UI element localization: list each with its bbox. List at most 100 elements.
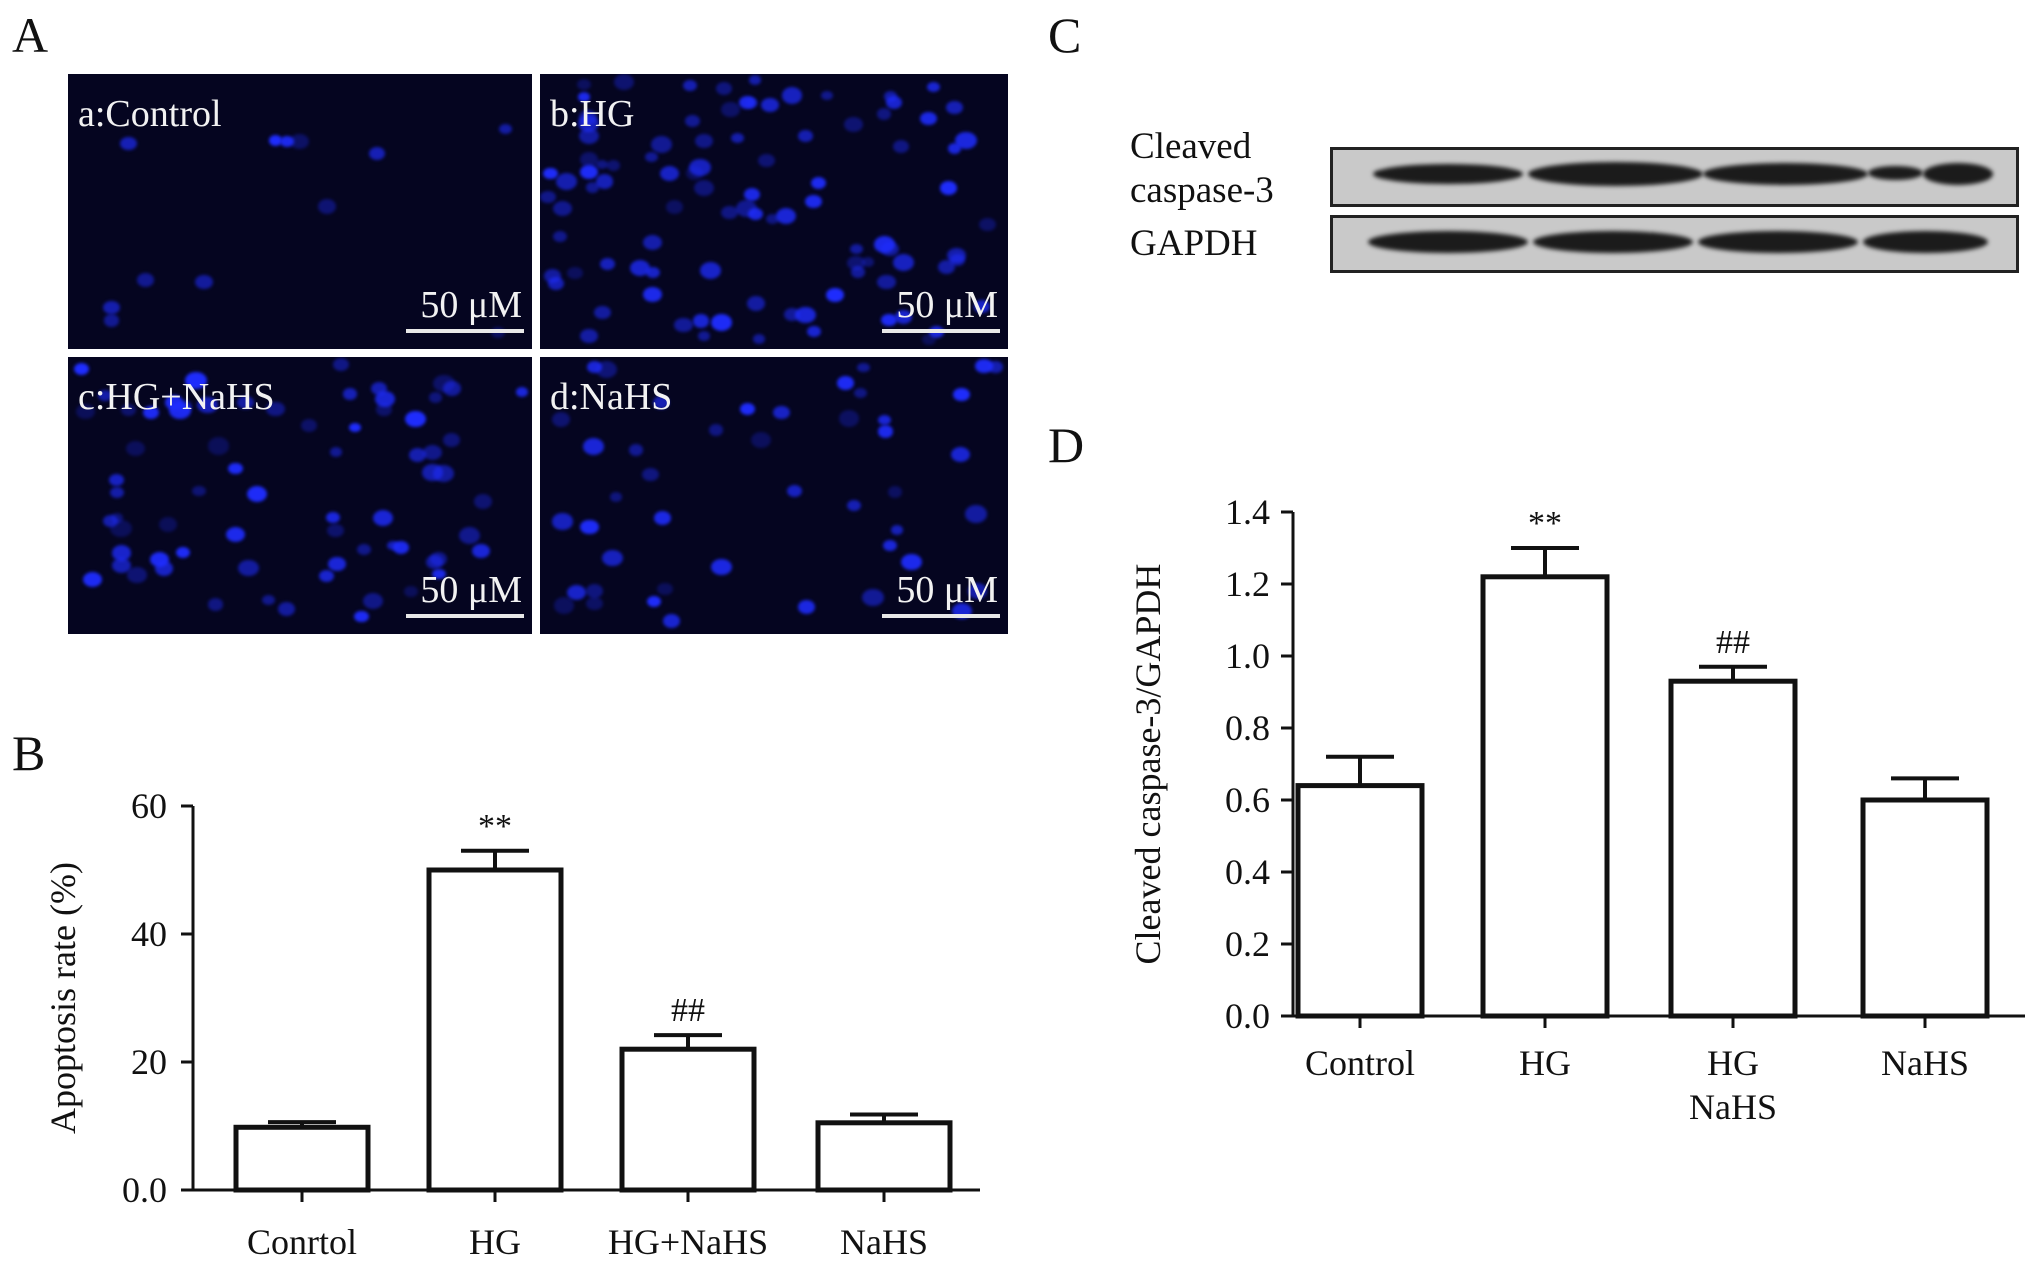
significance-mark: ## xyxy=(1716,624,1750,661)
nucleus xyxy=(408,448,427,463)
nucleus xyxy=(119,136,137,151)
nucleus xyxy=(599,258,615,271)
y-tick-label: 0.2 xyxy=(1225,924,1270,964)
significance-mark: ** xyxy=(478,808,512,845)
nucleus xyxy=(602,549,624,567)
nucleus xyxy=(109,474,125,487)
y-tick-label: 0.6 xyxy=(1225,780,1270,820)
nucleus xyxy=(426,555,444,570)
nucleus xyxy=(329,447,343,457)
micrograph-hg: b:HG 50 μM xyxy=(540,74,1008,349)
nucleus xyxy=(579,152,598,167)
nucleus xyxy=(609,491,623,502)
nucleus xyxy=(110,512,124,523)
nucleus xyxy=(125,440,145,457)
nucleus xyxy=(422,464,443,481)
nucleus xyxy=(472,543,491,559)
nucleus xyxy=(585,583,603,598)
y-tick-label: 0.0 xyxy=(1225,996,1270,1036)
nucleus xyxy=(429,551,448,566)
y-tick-label: 1.0 xyxy=(1225,636,1270,676)
nucleus xyxy=(368,146,386,160)
nucleus xyxy=(757,153,775,168)
nucleus xyxy=(826,287,844,302)
y-tick-label: 1.2 xyxy=(1225,564,1270,604)
nucleus xyxy=(877,274,896,290)
nucleus xyxy=(595,360,618,379)
nucleus xyxy=(682,79,697,91)
y-tick-label: 20 xyxy=(131,1042,167,1082)
nucleus xyxy=(708,424,724,436)
panel-letter-c: C xyxy=(1048,7,1082,63)
scale-bar xyxy=(882,329,1000,333)
nucleus xyxy=(946,101,963,115)
nucleus xyxy=(342,388,358,400)
nucleus xyxy=(857,362,870,373)
nucleus xyxy=(76,404,95,420)
nucleus xyxy=(939,181,957,195)
panel-letter-d: D xyxy=(1048,417,1085,473)
y-tick-label: 0.0 xyxy=(122,1170,167,1210)
nucleus xyxy=(663,614,681,628)
bar xyxy=(1295,783,1425,1019)
nucleus xyxy=(747,296,766,311)
nucleus xyxy=(837,376,854,390)
nucleus xyxy=(540,190,556,204)
nucleus xyxy=(543,167,558,180)
y-tick-label: 40 xyxy=(131,914,167,954)
nucleus xyxy=(947,247,966,263)
bar xyxy=(1860,797,1990,1019)
category-label: Conrtol xyxy=(247,1222,357,1262)
nucleus xyxy=(716,82,733,96)
nucleus xyxy=(710,558,732,576)
nucleus xyxy=(820,90,833,101)
nucleus xyxy=(884,91,898,102)
y-tick-label: 60 xyxy=(131,786,167,826)
nucleus xyxy=(851,266,866,278)
nucleus xyxy=(782,87,803,104)
nucleus xyxy=(891,525,904,535)
category-label: HG xyxy=(469,1222,521,1262)
blot-strip-gapdh xyxy=(1330,215,2019,273)
nucleus xyxy=(543,269,561,283)
nucleus xyxy=(349,422,362,433)
nucleus xyxy=(740,403,756,416)
nucleus xyxy=(652,395,669,409)
nucleus xyxy=(103,314,120,327)
nucleus xyxy=(968,583,988,599)
category-label: HG+NaHS xyxy=(608,1222,768,1262)
nucleus xyxy=(882,540,897,552)
panel-letter-a: A xyxy=(12,7,49,63)
nucleus xyxy=(332,357,349,371)
nucleus xyxy=(372,509,393,526)
nucleus xyxy=(710,314,732,332)
nucleus xyxy=(442,432,461,447)
nucleus xyxy=(876,108,892,121)
nucleus xyxy=(175,546,191,559)
y-tick-label: 1.4 xyxy=(1225,492,1270,532)
nucleus xyxy=(805,195,822,209)
blot-label-cleaved-caspase-3: Cleaved caspase-3 xyxy=(1130,126,1274,212)
nucleus xyxy=(82,571,103,588)
nucleus xyxy=(750,432,771,448)
nucleus xyxy=(127,567,147,583)
significance-mark: ## xyxy=(671,992,705,1029)
nucleus xyxy=(237,559,259,577)
micrograph-label: a:Control xyxy=(78,93,222,135)
nucleus xyxy=(979,217,996,231)
nucleus xyxy=(458,527,481,545)
nucleus xyxy=(328,557,346,572)
nucleus xyxy=(207,597,224,611)
nucleus xyxy=(442,381,462,396)
nucleus xyxy=(192,485,206,497)
nucleus xyxy=(552,201,573,217)
nucleus xyxy=(862,257,875,268)
nucleus xyxy=(685,115,701,128)
nucleus xyxy=(578,127,599,144)
nucleus xyxy=(721,101,740,117)
bar xyxy=(233,1124,371,1193)
nucleus xyxy=(650,135,672,153)
blot-band xyxy=(1703,163,1868,185)
nucleus xyxy=(103,301,120,315)
nucleus xyxy=(143,405,160,419)
